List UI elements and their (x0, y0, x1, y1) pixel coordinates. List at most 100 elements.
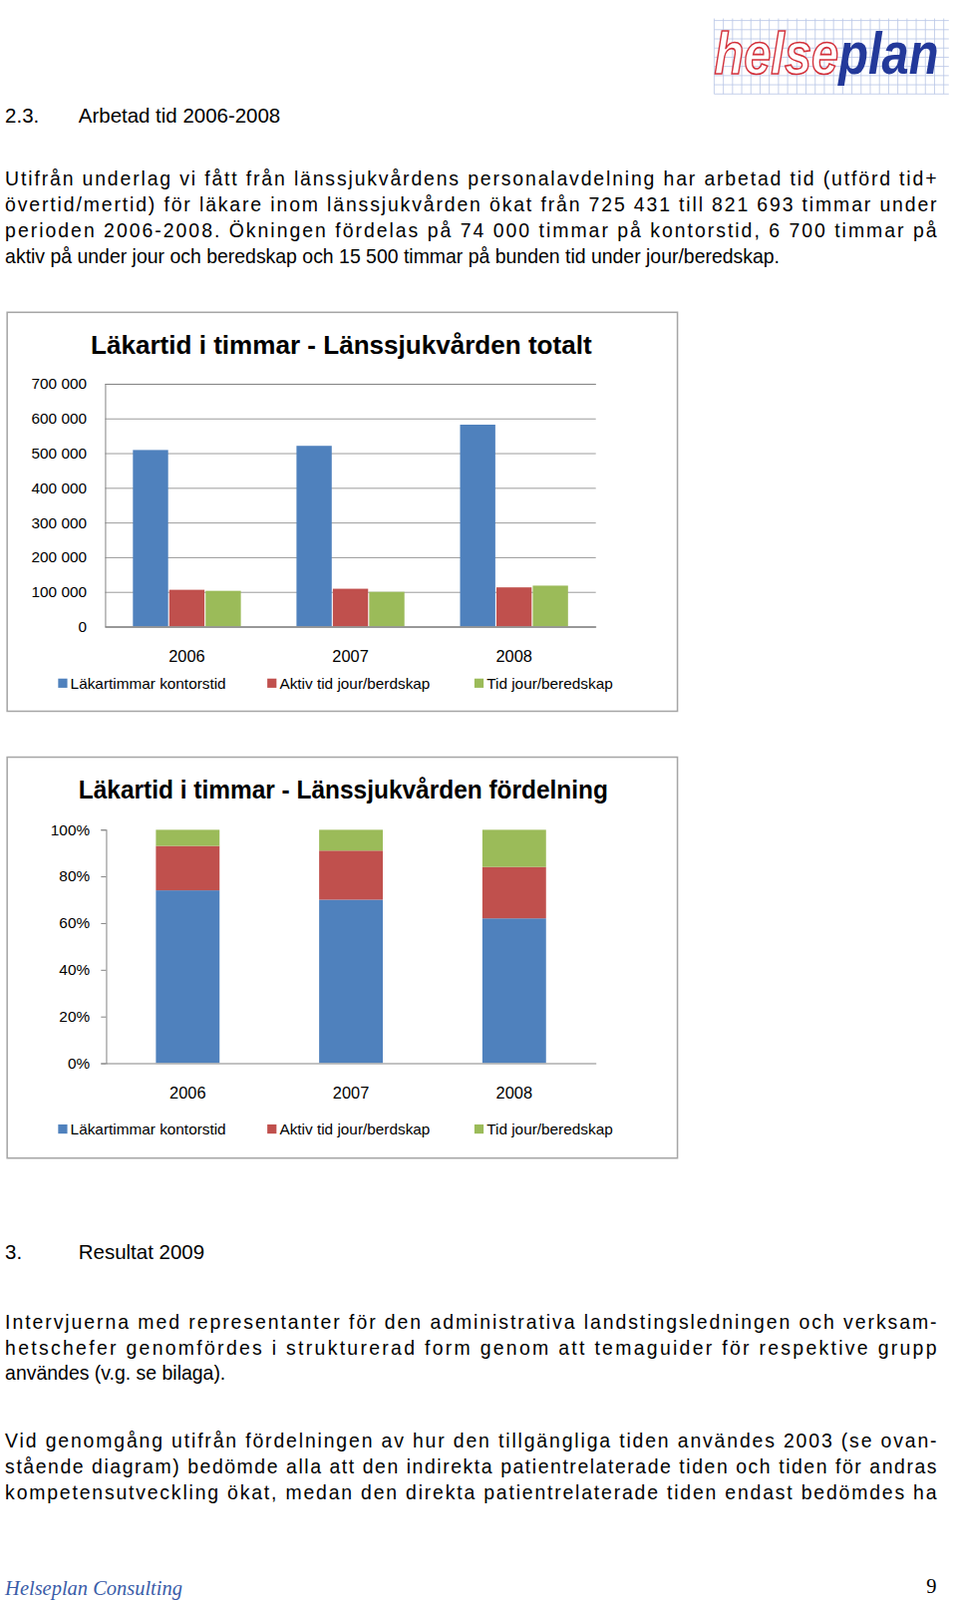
bar (496, 587, 532, 627)
bar-segment (482, 829, 547, 867)
x-axis-line (106, 1063, 597, 1065)
bar (205, 591, 241, 628)
y-tick-mark (100, 923, 106, 925)
bar (296, 445, 331, 627)
y-axis-line (105, 383, 597, 628)
bar-segment (155, 846, 220, 892)
legend-swatch (57, 1124, 67, 1134)
paragraph-line: Vid genomgång utifrån fördelningen av hu… (4, 1429, 937, 1452)
chart: Läkartid i timmar - Länssjukvården förde… (6, 757, 677, 1159)
section-title: Arbetad tid 2006-2008 (78, 103, 281, 127)
logo-grid (713, 93, 949, 95)
y-axis-line (100, 830, 107, 1064)
grid-line (104, 522, 596, 524)
bar-segment (319, 850, 383, 900)
chart-frame (6, 757, 677, 1159)
bar-segment (482, 867, 547, 920)
legend-label: Tid jour/beredskap (486, 674, 614, 692)
y-tick-label: 40% (58, 960, 90, 978)
x-tick-label: 2007 (332, 1083, 369, 1102)
chart-title: Läkartid i timmar - Länssjukvården total… (90, 330, 593, 359)
legend: Läkartimmar kontorstidAktiv tid jour/ber… (57, 674, 613, 692)
chart: Läkartid i timmar - Länssjukvården total… (6, 312, 677, 711)
legend-swatch (267, 1124, 277, 1134)
section-title: Resultat 2009 (78, 1240, 205, 1264)
y-tick: 80% (58, 867, 106, 885)
paragraph-line: hetschefer genomfördes i strukturerad fo… (4, 1336, 937, 1359)
x-tick-label: 2007 (331, 646, 368, 665)
grid-line (104, 487, 596, 489)
paragraph-line: aktiv på under jour och beredskap och 15… (4, 245, 780, 268)
y-tick-label: 60% (58, 914, 90, 932)
logo: helseplan (713, 18, 949, 95)
y-tick-mark (100, 1063, 106, 1065)
logo-part: plan (837, 19, 940, 87)
section: 2.3.Arbetad tid 2006-2008Utifrån underla… (4, 103, 938, 268)
y-tick: 100% (50, 821, 107, 839)
bar-segment (482, 918, 547, 1063)
page-canvas: helseplan 2.3.Arbetad tid 2006-2008Utifrå… (0, 0, 957, 1600)
bar-segment (155, 829, 220, 846)
legend-label: Aktiv tid jour/berdskap (279, 1120, 430, 1138)
x-tick-label: 2008 (495, 646, 532, 665)
y-tick-label: 600 000 (31, 409, 87, 427)
x-tick: 2006 (168, 627, 205, 665)
x-axis: 2006 2007 2008 (106, 1063, 597, 1102)
y-tick: 20% (58, 1007, 106, 1025)
footer: Helseplan Consulting 9 (3, 1575, 937, 1600)
x-tick: 2008 (496, 1063, 533, 1102)
y-tick: 600 000 (31, 409, 597, 427)
y-tick-label: 200 000 (31, 548, 87, 566)
section-number: 3. (4, 1240, 22, 1264)
y-tick-label: 100 000 (31, 583, 87, 601)
bar-segment (319, 829, 383, 851)
x-axis: 2006 2007 2008 (105, 627, 597, 665)
y-tick: 40% (58, 960, 106, 978)
x-tick-label: 2006 (169, 1083, 206, 1102)
legend-swatch (57, 678, 67, 688)
y-tick-label: 700 000 (31, 374, 87, 392)
legend: Läkartimmar kontorstid Aktiv tid jour/ber… (57, 1120, 613, 1138)
x-tick: 2007 (331, 627, 368, 665)
bars (132, 424, 568, 628)
legend-label: Tid jour/beredskap (486, 1120, 614, 1138)
footer-text: Helseplan Consulting (3, 1577, 183, 1600)
x-tick: 2006 (169, 1063, 206, 1102)
grid-line (104, 627, 596, 629)
y-tick-mark (100, 876, 106, 878)
y-tick-mark (100, 829, 106, 831)
paragraph-line: Intervjuerna med representanter för den … (4, 1310, 937, 1333)
paragraph-line: övertid/mertid) för läkare inom länssjuk… (4, 193, 938, 216)
bar (459, 424, 495, 628)
bar (169, 590, 205, 628)
legend-swatch (474, 1124, 484, 1134)
bar (368, 592, 404, 628)
paragraph-line: kompetensutveckling ökat, medan den dire… (4, 1481, 938, 1504)
legend-label: Läkartimmar kontorstid (70, 674, 227, 692)
bar (532, 585, 568, 627)
paragraph-line: användes (v.g. se bilaga). (4, 1361, 226, 1384)
x-tick: 2008 (495, 627, 532, 665)
legend-swatch (267, 678, 277, 688)
y-tick-label: 400 000 (31, 479, 87, 497)
page: helseplan 2.3.Arbetad tid 2006-2008Utifrå… (0, 0, 957, 1600)
grid-line (104, 557, 596, 559)
y-tick-label: 20% (58, 1007, 90, 1025)
y-axis: 0100 000200 000300 000400 000500 000600 … (31, 374, 597, 636)
legend-swatch (474, 678, 484, 688)
chart-frame (6, 312, 677, 711)
y-tick-label: 300 000 (31, 514, 87, 532)
y-tick: 0% (67, 1054, 107, 1072)
paragraph-line: stående diagram) bedömde alla att den in… (4, 1455, 938, 1478)
y-tick: 60% (58, 914, 106, 932)
bar-segment (155, 890, 220, 1063)
grid-line (104, 418, 596, 420)
x-tick-label: 2006 (168, 646, 205, 665)
x-tick: 2007 (332, 1063, 369, 1102)
logo-part: helse (713, 19, 839, 87)
legend-label: Läkartimmar kontorstid (70, 1120, 227, 1138)
y-tick-label: 100% (50, 821, 91, 839)
page-number: 9 (926, 1575, 937, 1597)
paragraph-line: Utifrån underlag vi fått från länssjukvå… (4, 167, 937, 190)
logo-text: helseplan (713, 19, 939, 87)
